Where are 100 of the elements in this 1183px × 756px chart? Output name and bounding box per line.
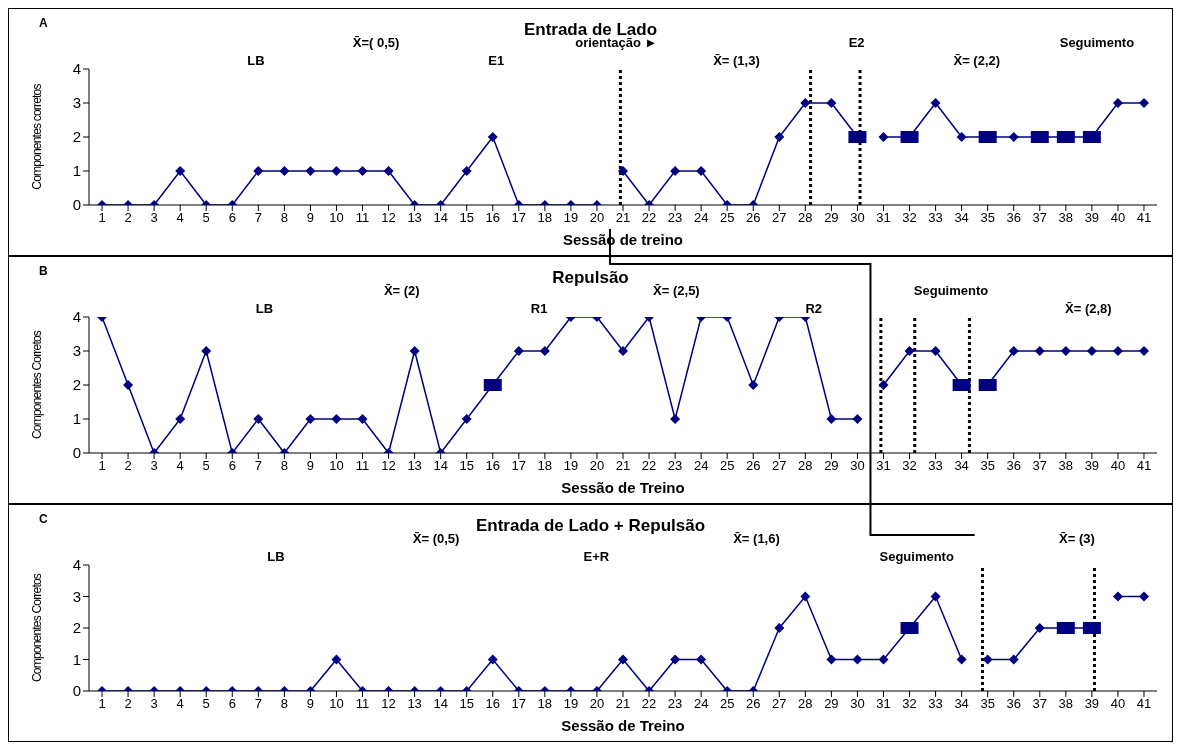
point: [930, 591, 941, 602]
point: [826, 654, 837, 665]
text: X̄= (1,6): [733, 531, 780, 546]
x-tick-label: 28: [798, 458, 813, 474]
point: [305, 414, 316, 424]
x-tick-label: 32: [902, 696, 917, 712]
text: E1: [488, 53, 505, 68]
point: [618, 346, 628, 356]
x-tick-label: 37: [1032, 696, 1048, 712]
point: [357, 414, 368, 424]
x-tick-label: 19: [563, 458, 579, 474]
point: [383, 166, 394, 176]
x-tick-label: 17: [511, 696, 527, 712]
text: Seguimento: [879, 549, 954, 564]
x-tick-label: 30: [850, 458, 865, 474]
x-tick-label: 10: [329, 458, 344, 474]
point: [1086, 346, 1097, 356]
y-tick-label: 4: [72, 556, 81, 574]
x-tick-label: 39: [1084, 696, 1100, 712]
point: [1008, 346, 1019, 356]
point: [1060, 346, 1071, 356]
x-tick-label: 7: [254, 696, 262, 712]
x-tick-label: 41: [1136, 696, 1152, 712]
x-tick-label: 38: [1058, 696, 1074, 712]
x-tick-label: 27: [772, 696, 787, 712]
point: [618, 654, 628, 665]
text: R1: [530, 301, 548, 316]
x-tick-label: 3: [150, 458, 158, 474]
text: C: [39, 512, 48, 526]
x-tick-label: 18: [537, 210, 553, 226]
point: [487, 132, 498, 142]
point: [748, 380, 759, 390]
x-tick-label: 8: [280, 696, 288, 712]
x-tick-label: 22: [641, 458, 657, 474]
x-tick-label: 34: [954, 210, 969, 226]
point: [331, 654, 342, 665]
point: [826, 414, 837, 424]
x-tick-label: 9: [306, 696, 315, 712]
y-axis-title: Componentes Corretos: [30, 330, 44, 440]
x-tick-label: 20: [589, 458, 605, 474]
x-axis-title: Sessão de Treino: [561, 479, 685, 496]
x-tick-label: 9: [306, 210, 315, 226]
x-tick-label: 11: [355, 458, 370, 474]
point: [1112, 591, 1123, 602]
y-tick-label: 0: [72, 444, 81, 462]
x-tick-label: 23: [667, 458, 683, 474]
x-tick-label: 28: [798, 696, 813, 712]
point: [513, 346, 524, 356]
x-tick-label: 11: [355, 696, 370, 712]
point: [670, 654, 681, 665]
text: Seguimento: [1059, 35, 1135, 50]
point: [461, 166, 472, 176]
x-tick-label: 15: [459, 696, 474, 712]
point: [930, 346, 941, 356]
x-tick-label: 36: [1006, 696, 1021, 712]
x-tick-label: 40: [1110, 210, 1126, 226]
x-tick-label: 5: [202, 696, 210, 712]
x-tick-label: 38: [1058, 458, 1074, 474]
x-tick-label: 35: [980, 696, 995, 712]
point: [331, 166, 342, 176]
x-tick-label: 22: [641, 210, 657, 226]
x-tick-label: 14: [433, 210, 448, 226]
x-tick-label: 1: [98, 696, 106, 712]
x-axis-title: Sessão de Treino: [561, 717, 685, 734]
x-tick-label: 31: [876, 458, 891, 474]
x-tick-label: 27: [772, 458, 787, 474]
point: [253, 166, 264, 176]
x-tick-label: 7: [254, 210, 262, 226]
point: [852, 414, 863, 424]
x-tick-label: 17: [511, 210, 527, 226]
y-axis-title: Componentes Corretos: [30, 573, 44, 683]
x-tick-label: 16: [485, 458, 500, 474]
y-tick-label: 2: [72, 128, 81, 146]
x-tick-label: 26: [746, 210, 761, 226]
x-tick-label: 2: [124, 458, 132, 474]
point: [800, 98, 811, 108]
x-tick-label: 18: [537, 696, 553, 712]
x-tick-label: 24: [693, 458, 709, 474]
point: [878, 654, 889, 665]
x-tick-label: 12: [381, 696, 396, 712]
x-tick-label: 26: [746, 458, 761, 474]
x-tick-label: 41: [1136, 458, 1152, 474]
x-tick-label: 10: [329, 210, 344, 226]
x-tick-label: 25: [719, 458, 735, 474]
x-tick-label: 12: [381, 458, 396, 474]
x-tick-label: 33: [928, 696, 943, 712]
y-tick-label: 3: [72, 94, 81, 112]
x-tick-label: 40: [1110, 458, 1126, 474]
point: [670, 414, 681, 424]
x-tick-label: 11: [355, 210, 370, 226]
x-tick-label: 32: [902, 458, 917, 474]
y-tick-label: 3: [72, 342, 81, 360]
x-tick-label: 13: [407, 696, 422, 712]
x-tick-label: 23: [667, 696, 683, 712]
x-tick-label: 2: [124, 696, 132, 712]
y-tick-label: 2: [72, 619, 81, 637]
text: LB: [267, 549, 285, 564]
point: [1138, 591, 1149, 602]
x-tick-label: 30: [850, 696, 865, 712]
text: LB: [247, 53, 265, 68]
